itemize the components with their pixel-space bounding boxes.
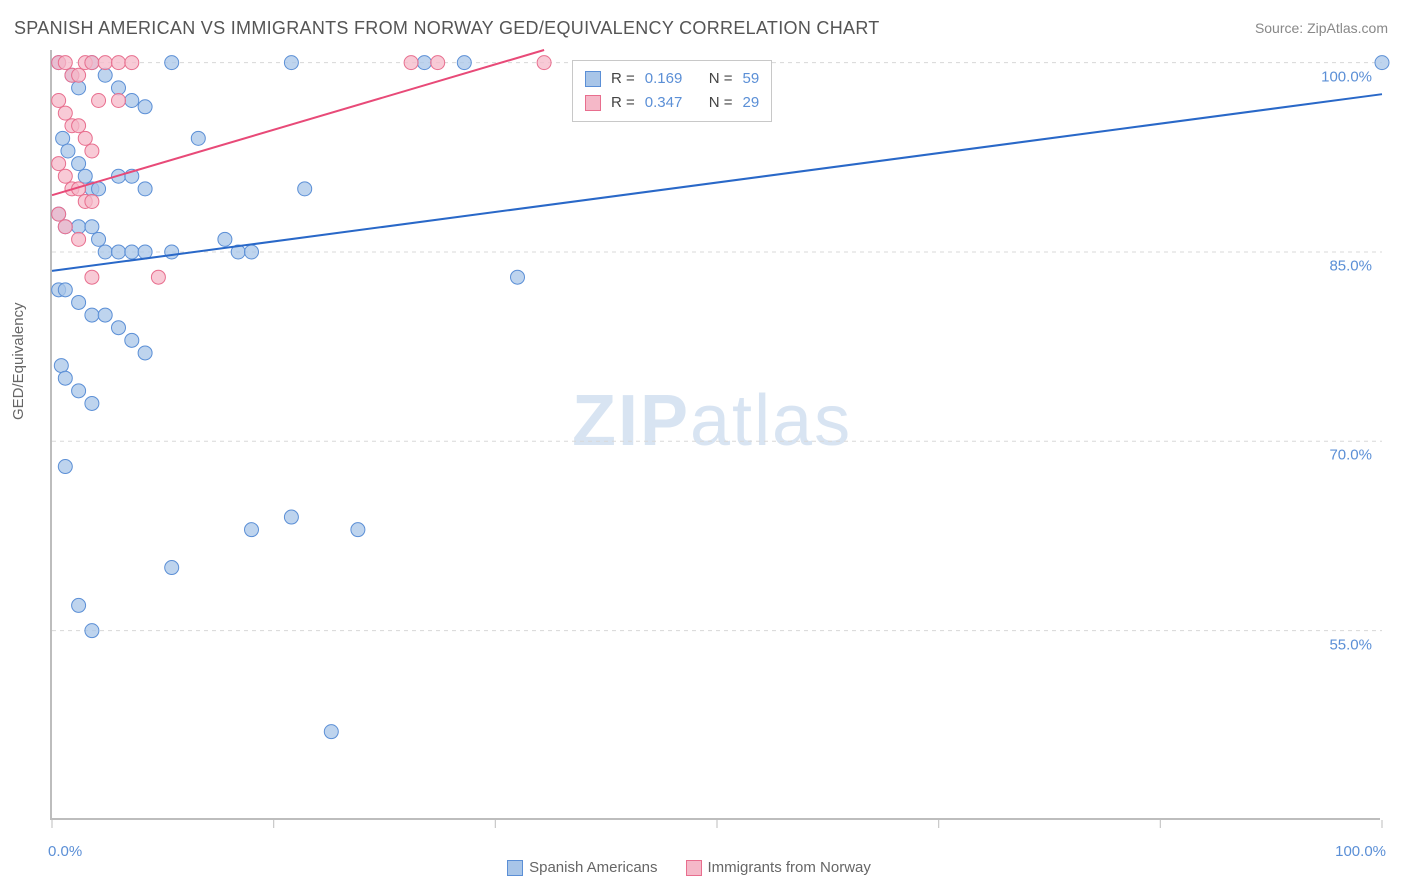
stat-n-value: 29 [743, 91, 760, 115]
stat-n-label: N = [709, 91, 733, 115]
stat-n-label: N = [709, 67, 733, 91]
legend-swatch [507, 860, 523, 876]
legend-label: Immigrants from Norway [708, 859, 871, 876]
y-tick-label: 100.0% [1321, 68, 1372, 85]
legend-label: Spanish Americans [529, 859, 657, 876]
chart-svg [52, 50, 1380, 818]
y-tick-label: 55.0% [1329, 636, 1372, 653]
stats-swatch [585, 71, 601, 87]
x-axis-max-label: 100.0% [1335, 843, 1386, 860]
y-tick-label: 85.0% [1329, 257, 1372, 274]
stats-row: R = 0.347 N = 29 [585, 91, 759, 115]
y-axis-label: GED/Equivalency [10, 302, 27, 420]
stats-row: R = 0.169 N = 59 [585, 67, 759, 91]
stat-r-value: 0.169 [645, 67, 699, 91]
stat-r-label: R = [611, 91, 635, 115]
y-tick-label: 70.0% [1329, 447, 1372, 464]
chart-title: SPANISH AMERICAN VS IMMIGRANTS FROM NORW… [14, 18, 880, 39]
stat-r-label: R = [611, 67, 635, 91]
x-axis-min-label: 0.0% [48, 843, 82, 860]
stat-n-value: 59 [743, 67, 760, 91]
plot-area: ZIPatlas R =0.169N =59R =0.347N =29 55.0… [50, 50, 1380, 820]
stats-legend-box: R = 0.169 N = 59 R = 0.347 N = 29 [572, 60, 772, 122]
bottom-legend: Spanish Americans Immigrants from Norway [0, 858, 1406, 876]
stats-swatch [585, 95, 601, 111]
stat-r-value: 0.347 [645, 91, 699, 115]
legend-swatch [686, 860, 702, 876]
source-attribution: Source: ZipAtlas.com [1255, 20, 1388, 36]
